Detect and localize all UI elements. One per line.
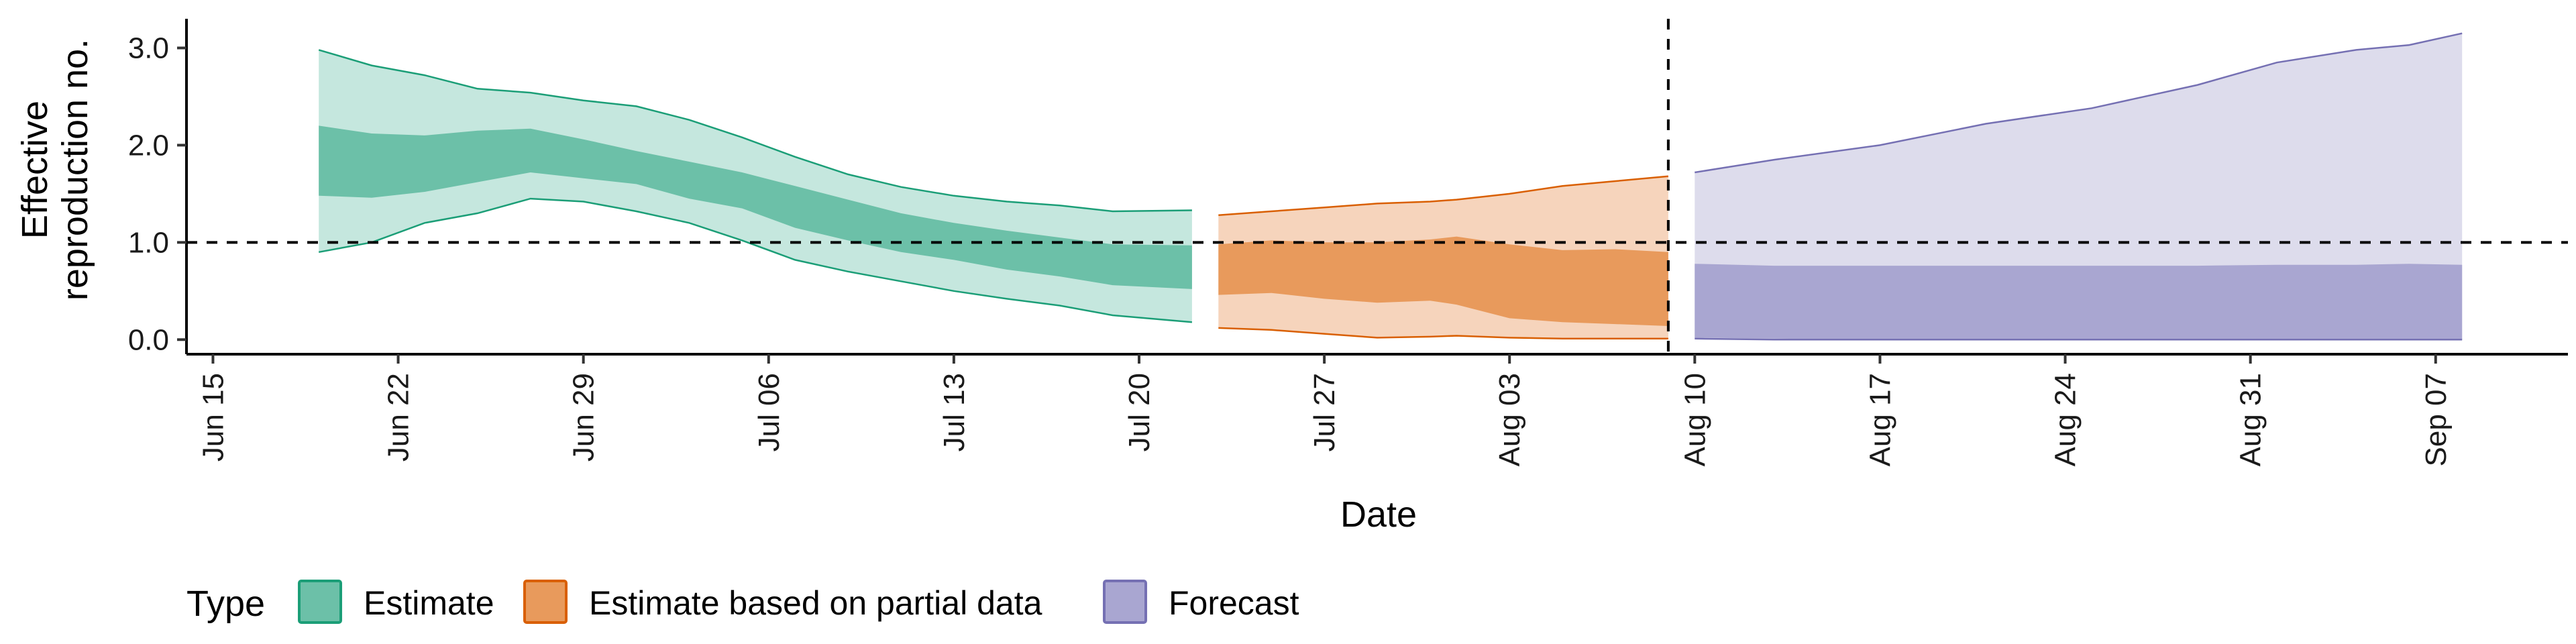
y-axis-title-line-2: reproduction no. — [55, 39, 95, 301]
legend-label-estimate: Estimate — [364, 584, 494, 622]
upper-edge-estimate — [318, 49, 1192, 213]
y-tick-label: 3.0 — [128, 32, 169, 64]
band-50-forecast — [1695, 264, 2463, 340]
legend-title: Type — [186, 584, 265, 624]
lower-edge-estimate — [318, 197, 1193, 323]
lower-edge-forecast — [1695, 337, 2463, 341]
x-tick-label: Aug 24 — [2049, 373, 2082, 466]
x-tick-label: Jul 20 — [1123, 373, 1156, 451]
band-50-estimate — [319, 125, 1192, 289]
band-50-estimate-based-on-partial-data — [1218, 236, 1668, 326]
plot-area — [318, 32, 2463, 341]
x-tick-label: Aug 17 — [1864, 373, 1896, 466]
y-tick-label: 0.0 — [128, 323, 169, 356]
y-axis-title: Effective reproduction no. — [15, 39, 95, 301]
series-estimate — [318, 49, 1193, 323]
series-forecast — [1695, 32, 2463, 341]
x-tick-label: Sep 07 — [2420, 373, 2453, 466]
band-90-forecast — [1695, 33, 2463, 340]
series-estimate-based-on-partial-data — [1218, 175, 1669, 340]
x-tick-label: Aug 10 — [1678, 373, 1711, 466]
x-tick-label: Jul 27 — [1308, 373, 1341, 451]
upper-edge-forecast — [1695, 32, 2463, 174]
y-axis-title-line-1: Effective — [15, 101, 55, 239]
x-tick-label: Jun 15 — [197, 373, 229, 462]
x-tick-label: Aug 31 — [2235, 373, 2267, 466]
legend-label-forecast: Forecast — [1169, 584, 1299, 622]
x-tick-label: Aug 03 — [1493, 373, 1526, 466]
x-axis-ticks: Jun 15 Jun 22 Jun 29 Jul 06 Jul 13 Jul 20 Jul … — [197, 354, 2453, 466]
reference-lines — [186, 19, 2568, 354]
legend-key-forecast — [1103, 580, 1147, 624]
legend-label-partial: Estimate based on partial data — [589, 584, 1042, 622]
legend: Type Estimate Estimate based on partial … — [186, 580, 1299, 624]
y-tick-label: 1.0 — [128, 226, 169, 259]
upper-edge-estimate-based-on-partial-data — [1218, 175, 1669, 217]
y-axis-ticks: 0.0 1.0 2.0 3.0 — [128, 32, 186, 356]
x-axis-title: Date — [1340, 494, 1417, 535]
x-tick-label: Jun 29 — [568, 373, 600, 462]
legend-key-partial — [523, 580, 568, 624]
lower-edge-estimate-based-on-partial-data — [1218, 327, 1668, 340]
x-tick-label: Jul 13 — [938, 373, 971, 451]
legend-key-estimate — [298, 580, 342, 624]
x-tick-label: Jun 22 — [382, 373, 415, 462]
x-tick-label: Jul 06 — [753, 373, 786, 451]
y-tick-label: 2.0 — [128, 129, 169, 162]
